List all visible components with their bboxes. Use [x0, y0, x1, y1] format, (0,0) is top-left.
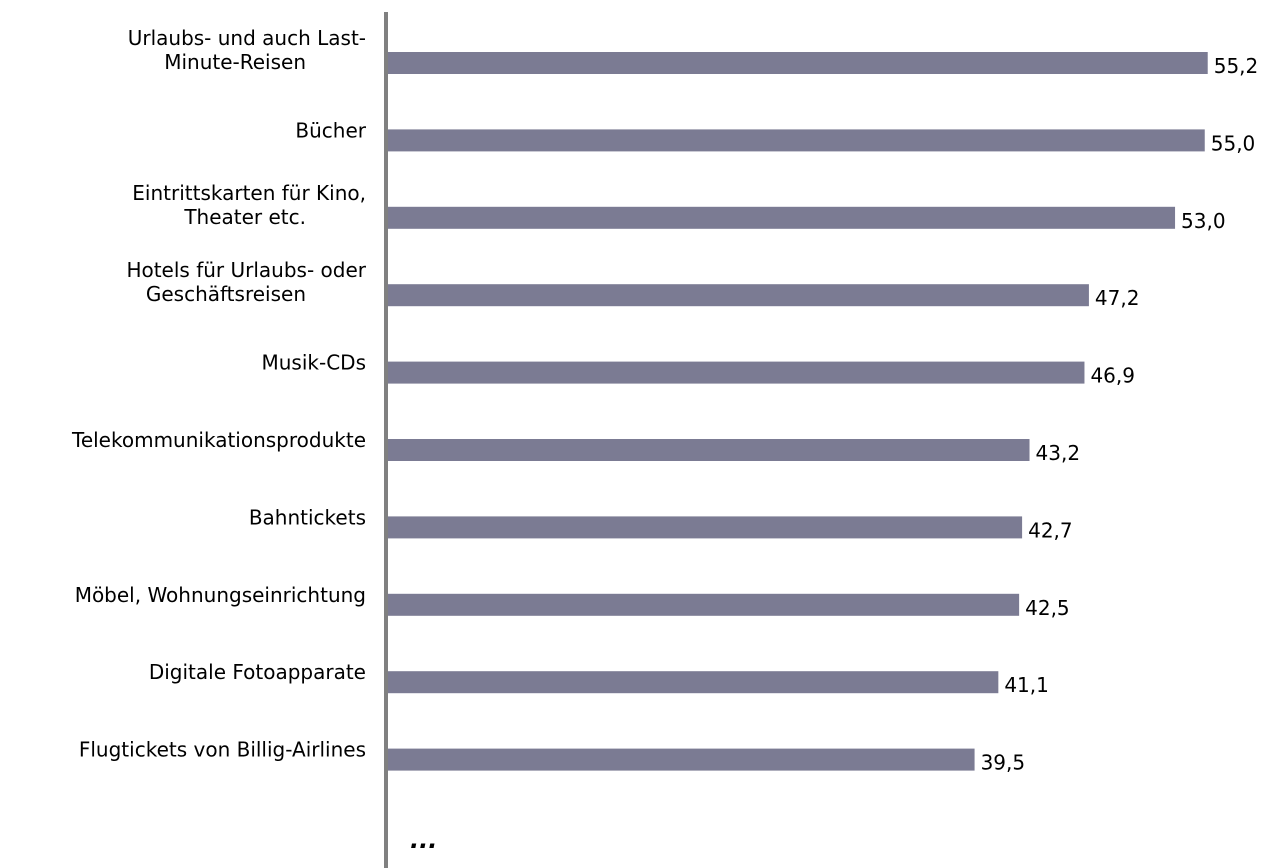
bar	[388, 361, 1085, 384]
bar	[388, 516, 1023, 539]
value-label: 47,2	[1095, 286, 1140, 310]
category-label-line: Bahntickets	[249, 505, 366, 529]
category-label: Flugtickets von Billig-Airlines	[79, 738, 366, 762]
category-label-line: Musik-CDs	[262, 351, 367, 375]
value-label: 53,0	[1181, 209, 1226, 233]
bar	[388, 284, 1089, 307]
category-label: Bahntickets	[249, 505, 366, 529]
category-label-line: Theater etc.	[183, 205, 306, 229]
category-label-line: Hotels für Urlaubs- oder	[126, 258, 366, 282]
category-label-line: Flugtickets von Billig-Airlines	[79, 738, 366, 762]
category-label-line: Minute-Reisen	[164, 50, 306, 74]
value-label: 43,2	[1036, 441, 1081, 465]
value-label: 41,1	[1004, 673, 1049, 697]
category-label: Urlaubs- und auch Last-Minute-Reisen	[128, 26, 366, 74]
bar	[388, 593, 1020, 616]
category-label: Eintrittskarten für Kino, Theater etc.	[132, 181, 366, 229]
value-label: 42,7	[1028, 518, 1073, 542]
value-label-group: 55,2 55,0 53,0 47,2 46,9 43,2 42,7 42,5 41,1 39,5	[981, 54, 1259, 775]
bar	[388, 671, 999, 694]
category-label: Telekommunikationsprodukte	[71, 428, 366, 452]
bar	[388, 439, 1030, 461]
value-label: 39,5	[981, 751, 1026, 775]
category-label: Möbel, Wohnungseinrichtung	[75, 583, 366, 607]
category-label-line: Geschäftsreisen	[146, 282, 306, 306]
category-label-line: Möbel, Wohnungseinrichtung	[75, 583, 366, 607]
continuation-label: ...	[410, 826, 437, 854]
category-label: Musik-CDs	[262, 351, 367, 375]
bar-group	[388, 52, 1208, 771]
value-label: 42,5	[1025, 596, 1070, 620]
category-label-line: Bücher	[295, 118, 366, 142]
value-label: 55,2	[1214, 54, 1259, 78]
category-label-line: Telekommunikationsprodukte	[71, 428, 366, 452]
category-label-line: Eintrittskarten für Kino,	[132, 181, 366, 205]
category-label: Hotels für Urlaubs- oder Geschäftsreisen	[126, 258, 366, 306]
category-label: Digitale Fotoapparate	[149, 660, 366, 684]
category-label-line: Digitale Fotoapparate	[149, 660, 366, 684]
category-label-group: Urlaubs- und auch Last-Minute-Reisen Büch…	[71, 26, 367, 762]
category-label-line: Urlaubs- und auch Last-	[128, 26, 366, 50]
category-label: Bücher	[295, 118, 366, 142]
bar	[388, 129, 1205, 152]
bar	[388, 206, 1176, 229]
value-label: 55,0	[1211, 131, 1256, 155]
bar	[388, 748, 975, 771]
value-label: 46,9	[1090, 364, 1135, 388]
bar	[388, 52, 1208, 74]
